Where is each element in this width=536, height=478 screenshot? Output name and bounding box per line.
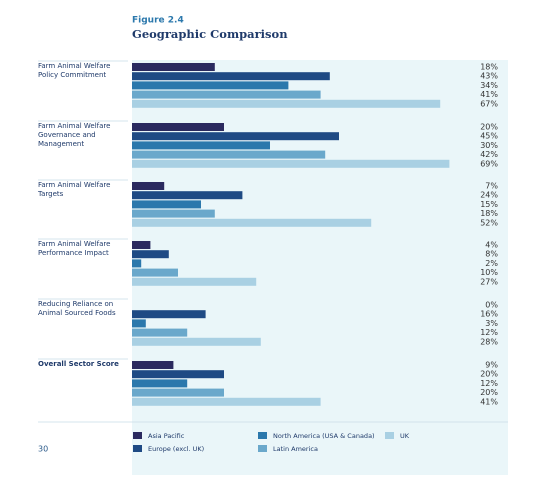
- bar: [132, 361, 174, 369]
- bar: [132, 397, 321, 406]
- value-label: 42%: [480, 150, 498, 159]
- value-label: 41%: [480, 397, 498, 406]
- bar: [132, 388, 224, 397]
- legend-swatch: [385, 432, 394, 439]
- bar: [132, 150, 326, 159]
- value-label: 43%: [480, 72, 498, 81]
- bar: [132, 159, 450, 168]
- bar: [132, 81, 289, 90]
- value-label: 4%: [485, 241, 498, 250]
- value-label: 12%: [480, 379, 498, 388]
- bar: [132, 141, 270, 150]
- bar: [132, 319, 146, 328]
- value-label: 12%: [480, 328, 498, 337]
- category-label: Overall Sector Score: [38, 360, 119, 368]
- value-label: 7%: [485, 182, 498, 191]
- value-label: 45%: [480, 132, 498, 141]
- legend-swatch: [133, 445, 142, 452]
- value-label: 18%: [480, 63, 498, 72]
- value-label: 24%: [480, 191, 498, 200]
- chart-title: Geographic Comparison: [132, 27, 288, 41]
- category-label: Farm Animal Welfare Performance Impact: [38, 240, 111, 257]
- bar: [132, 250, 169, 259]
- value-label: 18%: [480, 209, 498, 218]
- value-label: 69%: [480, 159, 498, 168]
- bar: [132, 200, 201, 209]
- value-label: 16%: [480, 310, 498, 319]
- legend-label: Europe (excl. UK): [148, 445, 204, 453]
- value-label: 20%: [480, 370, 498, 379]
- value-label: 52%: [480, 218, 498, 227]
- bar: [132, 63, 215, 71]
- value-label: 20%: [480, 123, 498, 132]
- bar: [132, 218, 372, 227]
- value-label: 9%: [485, 361, 498, 370]
- value-label: 28%: [480, 337, 498, 346]
- value-label: 3%: [485, 319, 498, 328]
- value-label: 8%: [485, 250, 498, 259]
- category-label: Reducing Reliance on Animal Sourced Food…: [38, 300, 116, 317]
- value-label: 30%: [480, 141, 498, 150]
- bar: [132, 379, 188, 388]
- value-label: 67%: [480, 99, 498, 108]
- bar: [132, 123, 224, 131]
- legend-label: North America (USA & Canada): [273, 432, 375, 440]
- figure-label: Figure 2.4: [132, 16, 184, 26]
- legend-swatch: [258, 432, 267, 439]
- plot-background: [132, 60, 508, 475]
- bar: [132, 191, 243, 200]
- legend-swatch: [258, 445, 267, 452]
- bar: [132, 182, 165, 190]
- bar: [132, 370, 224, 379]
- legend-swatch: [133, 432, 142, 439]
- bar: [132, 259, 142, 268]
- value-label: 0%: [485, 301, 498, 310]
- bar: [132, 209, 215, 218]
- value-label: 34%: [480, 81, 498, 90]
- page-number: 30: [38, 445, 48, 454]
- bar: [132, 268, 178, 277]
- bar: [132, 72, 330, 81]
- bar: [132, 310, 206, 319]
- value-label: 20%: [480, 388, 498, 397]
- category-label: Farm Animal Welfare Policy Commitment: [38, 62, 111, 79]
- legend-label: Asia Pacific: [148, 432, 185, 440]
- value-label: 10%: [480, 268, 498, 277]
- bar: [132, 99, 441, 108]
- bar: [132, 241, 151, 249]
- value-label: 15%: [480, 200, 498, 209]
- bar: [132, 328, 188, 337]
- bar: [132, 132, 339, 141]
- category-label: Farm Animal Welfare Governance and Manag…: [38, 122, 111, 148]
- category-label: Farm Animal Welfare Targets: [38, 181, 111, 198]
- legend-label: UK: [400, 432, 410, 440]
- value-label: 2%: [485, 259, 498, 268]
- value-label: 27%: [480, 277, 498, 286]
- bar: [132, 277, 257, 286]
- bar: [132, 337, 261, 346]
- value-label: 41%: [480, 90, 498, 99]
- legend-label: Latin America: [273, 445, 318, 453]
- bar: [132, 90, 321, 99]
